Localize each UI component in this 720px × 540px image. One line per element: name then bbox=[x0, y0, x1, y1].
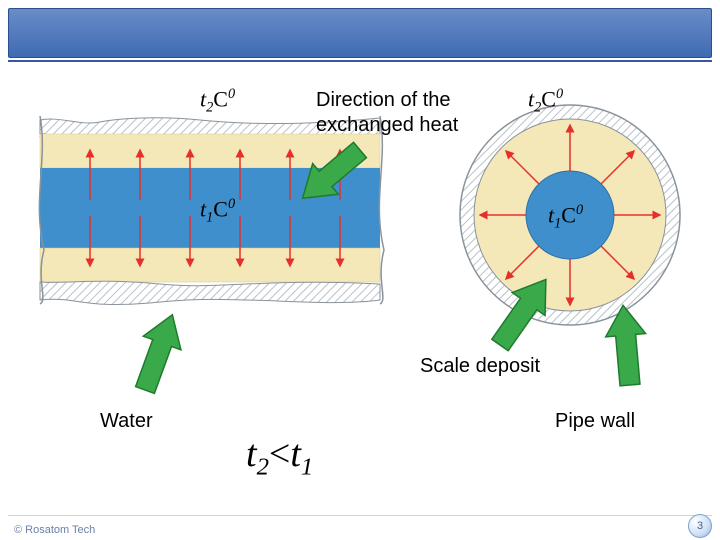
footer-divider bbox=[8, 515, 712, 516]
label-direction: Direction of theexchanged heat bbox=[316, 88, 458, 138]
page-number-badge: 3 bbox=[688, 514, 712, 538]
t1-label-left: t1C0 bbox=[200, 196, 235, 227]
label-pipe: Pipe wall bbox=[555, 410, 635, 433]
label-water: Water bbox=[100, 410, 153, 433]
diagram-canvas bbox=[0, 0, 720, 540]
relation-equation: t2<t1 bbox=[246, 432, 313, 482]
label-scale: Scale deposit bbox=[420, 355, 540, 378]
t2-label-right: t2C0 bbox=[528, 86, 563, 117]
footer-copyright: © Rosatom Tech bbox=[14, 524, 95, 536]
t1-label-right: t1C0 bbox=[548, 202, 583, 233]
t2-label-left: t2C0 bbox=[200, 86, 235, 117]
